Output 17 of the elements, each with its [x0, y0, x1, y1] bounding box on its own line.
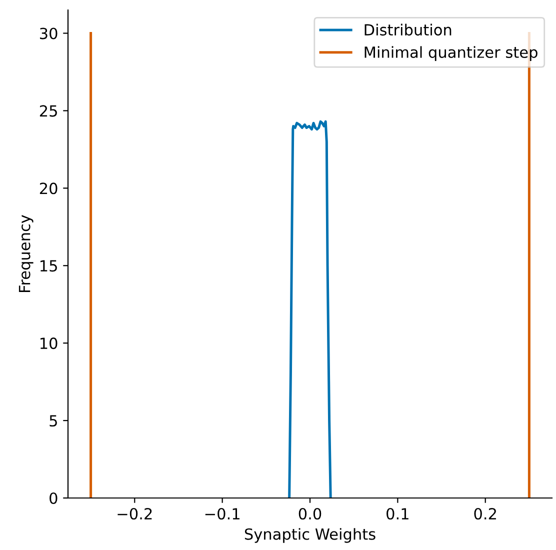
legend-label: Minimal quantizer step [364, 46, 538, 61]
x-axis-title: Synaptic Weights [244, 528, 376, 543]
y-tick-label: 15 [40, 260, 57, 272]
y-tick-label: 25 [40, 105, 57, 117]
x-tick-label: 0.0 [298, 508, 322, 520]
y-axis-title: Frequency [18, 214, 34, 292]
legend-label: Distribution [364, 24, 452, 36]
y-tick-label: 5 [50, 415, 57, 427]
y-tick-label: 30 [40, 28, 58, 40]
x-tick-label: −0.1 [205, 508, 240, 520]
line-series [288, 120, 332, 498]
x-tick-label: −0.2 [118, 508, 152, 520]
y-tick-label: 0 [50, 492, 58, 504]
x-tick-label: 0.1 [386, 508, 408, 520]
y-tick-label: 10 [40, 338, 58, 350]
y-tick-label: 20 [40, 182, 58, 194]
x-tick-label: 0.2 [474, 508, 496, 520]
